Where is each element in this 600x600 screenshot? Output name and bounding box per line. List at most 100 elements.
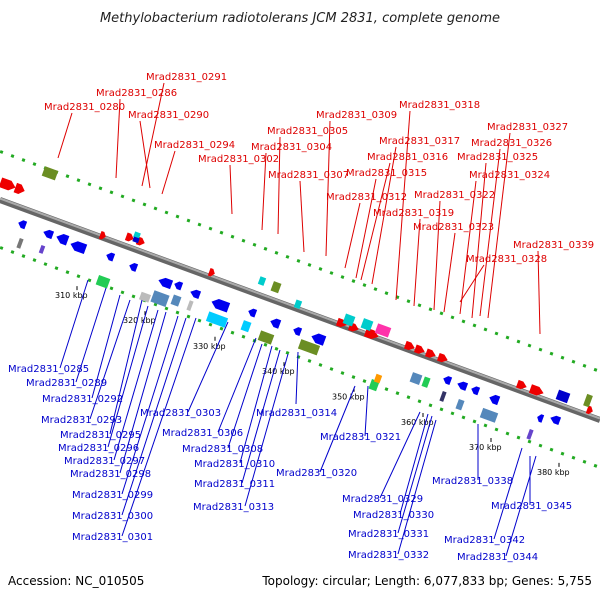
bottom-leader-line — [239, 345, 273, 464]
upper-track-dot — [516, 339, 521, 344]
bottom-gene-label: Mrad2831_0289 — [26, 378, 107, 389]
upper-track-dot — [0, 150, 4, 154]
top-gene-label: Mrad2831_0315 — [346, 168, 427, 179]
reverse-gene-box — [170, 294, 182, 307]
lower-track-dot — [494, 427, 499, 432]
bottom-gene-label: Mrad2831_0338 — [432, 476, 513, 487]
top-gene-label: Mrad2831_0316 — [367, 152, 448, 163]
bottom-leader-line — [397, 415, 433, 534]
top-gene-label: Mrad2831_0286 — [96, 88, 177, 99]
bottom-gene-label: Mrad2831_0311 — [194, 479, 275, 490]
top-gene-label: Mrad2831_0302 — [198, 154, 279, 165]
upper-track-dot — [186, 218, 191, 223]
bottom-leader-line — [187, 321, 229, 413]
lower-track-dot — [263, 342, 268, 347]
lower-track-dot — [285, 350, 290, 355]
reverse-gene-box — [455, 398, 465, 411]
upper-track-dot — [549, 351, 554, 356]
lower-track-dot — [219, 326, 224, 331]
reverse-gene-box — [373, 373, 383, 384]
lower-track-dot — [21, 254, 26, 258]
lower-track-dot — [395, 391, 400, 396]
top-leader-line — [299, 180, 305, 253]
bottom-gene-label: Mrad2831_0332 — [348, 550, 429, 561]
top-gene-label: Mrad2831_0318 — [399, 100, 480, 111]
bottom-gene-label: Mrad2831_0297 — [64, 456, 145, 467]
upper-track-dot — [307, 263, 312, 267]
upper-track-dot — [406, 299, 411, 304]
forward-gene-arrow — [436, 352, 448, 363]
lower-track-dot — [406, 395, 411, 400]
backbone-highlight — [0, 197, 600, 420]
top-leader-line — [344, 202, 361, 269]
upper-track-dot — [384, 291, 389, 296]
top-leader-line — [433, 200, 441, 311]
bottom-leader-line — [397, 419, 437, 555]
reverse-gene-arrow — [211, 298, 231, 313]
upper-track-dot — [417, 303, 422, 308]
top-gene-label: Mrad2831_0327 — [487, 122, 568, 133]
top-gene-label: Mrad2831_0339 — [513, 240, 594, 251]
bottom-gene-label: Mrad2831_0345 — [491, 501, 572, 512]
reverse-gene-arrow — [311, 333, 327, 346]
bottom-leader-line — [107, 305, 149, 448]
upper-track-dot — [494, 331, 499, 336]
forward-gene-box — [374, 323, 392, 338]
top-leader-line — [355, 178, 377, 279]
reverse-gene-box — [297, 339, 321, 356]
bottom-leader-line — [91, 294, 121, 399]
upper-track-dot — [571, 359, 576, 364]
bottom-gene-label: Mrad2831_0303 — [140, 408, 221, 419]
top-gene-label: Mrad2831_0322 — [414, 190, 495, 201]
forward-gene-box — [342, 313, 356, 327]
kbp-tick-label: 320 kbp — [123, 316, 156, 325]
upper-track-dot — [230, 234, 235, 239]
upper-track-dot — [197, 222, 202, 227]
upper-track-dot — [274, 250, 279, 255]
upper-track-dot — [65, 174, 70, 179]
top-leader-line — [443, 232, 456, 313]
reverse-gene-box — [409, 372, 423, 385]
upper-track-dot — [483, 327, 488, 332]
bottom-gene-label: Mrad2831_0330 — [353, 510, 434, 521]
lower-track-dot — [54, 266, 59, 271]
forward-gene-arrow — [515, 379, 527, 390]
upper-track-dot — [505, 335, 510, 340]
upper-track-dot — [76, 178, 81, 183]
lower-track-dot — [340, 371, 345, 375]
lower-track-dot — [43, 262, 48, 267]
forward-gene-arrow — [363, 327, 379, 339]
bottom-leader-line — [217, 337, 257, 433]
upper-track-dot — [219, 230, 224, 235]
reverse-gene-box — [138, 291, 152, 303]
bottom-gene-label: Mrad2831_0298 — [70, 469, 151, 480]
top-leader-line — [413, 218, 421, 307]
bottom-leader-line — [119, 311, 167, 474]
lower-track-dot — [10, 250, 15, 254]
lower-track-dot — [461, 415, 466, 420]
upper-track-dot — [373, 287, 378, 292]
forward-gene-box — [583, 393, 593, 408]
top-gene-label: Mrad2831_0312 — [326, 192, 407, 203]
reverse-gene-arrow — [248, 308, 258, 318]
forward-gene-arrow — [528, 384, 544, 396]
kbp-tick-label: 310 kbp — [55, 291, 88, 300]
reverse-gene-arrow — [550, 415, 562, 425]
forward-gene-box — [257, 276, 267, 286]
bottom-leader-line — [493, 447, 523, 540]
bottom-gene-label: Mrad2831_0292 — [42, 394, 123, 405]
bottom-leader-line — [89, 299, 131, 420]
forward-gene-box — [132, 236, 140, 244]
reverse-gene-box — [257, 330, 275, 345]
map-title: Methylobacterium radiotolerans JCM 2831,… — [100, 11, 500, 26]
reverse-gene-box — [150, 290, 170, 308]
bottom-gene-label: Mrad2831_0321 — [320, 432, 401, 443]
upper-track-dot — [120, 194, 125, 199]
lower-track-dot — [538, 443, 543, 448]
topology-text: Topology: circular; Length: 6,077,833 bp… — [261, 574, 592, 588]
upper-track-dot — [32, 162, 37, 167]
upper-track-dot — [21, 158, 26, 162]
upper-track-dot — [87, 182, 92, 187]
top-gene-label: Mrad2831_0326 — [471, 138, 552, 149]
